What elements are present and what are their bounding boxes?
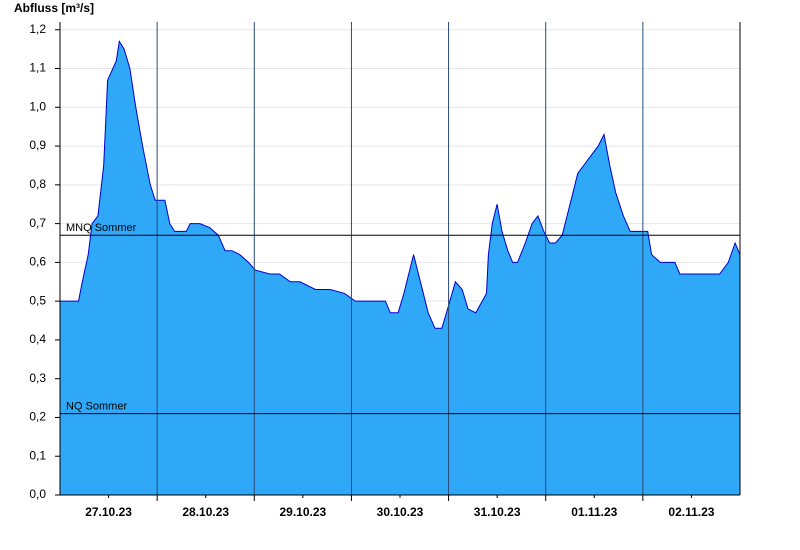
y-axis-label: Abfluss [m³/s] [14,1,94,15]
x-tick-label: 29.10.23 [279,505,326,519]
x-tick-label: 02.11.23 [668,505,714,519]
y-tick-label: 1,0 [29,99,46,113]
y-tick-label: 0,5 [29,293,46,307]
y-tick-label: 0,4 [29,332,46,346]
y-tick-label: 0,0 [29,487,46,501]
y-tick-label: 0,2 [29,410,46,424]
x-tick-label: 31.10.23 [474,505,521,519]
reference-label: NQ Sommer [66,400,127,412]
x-tick-label: 01.11.23 [571,505,617,519]
y-tick-label: 0,1 [29,448,46,462]
x-tick-label: 28.10.23 [182,505,229,519]
reference-label: MNQ Sommer [66,222,137,234]
y-tick-label: 0,6 [29,255,46,269]
y-tick-label: 0,8 [29,177,46,191]
area-line [60,39,741,329]
x-tick-label: 30.10.23 [377,505,424,519]
x-tick-label: 27.10.23 [85,505,132,519]
y-tick-label: 0,3 [29,371,46,385]
area [60,41,740,496]
y-tick-label: 0,7 [29,216,46,230]
y-tick-label: 1,1 [29,61,46,75]
y-tick-label: 1,2 [29,22,46,36]
y-tick-label: 0,9 [29,138,46,152]
